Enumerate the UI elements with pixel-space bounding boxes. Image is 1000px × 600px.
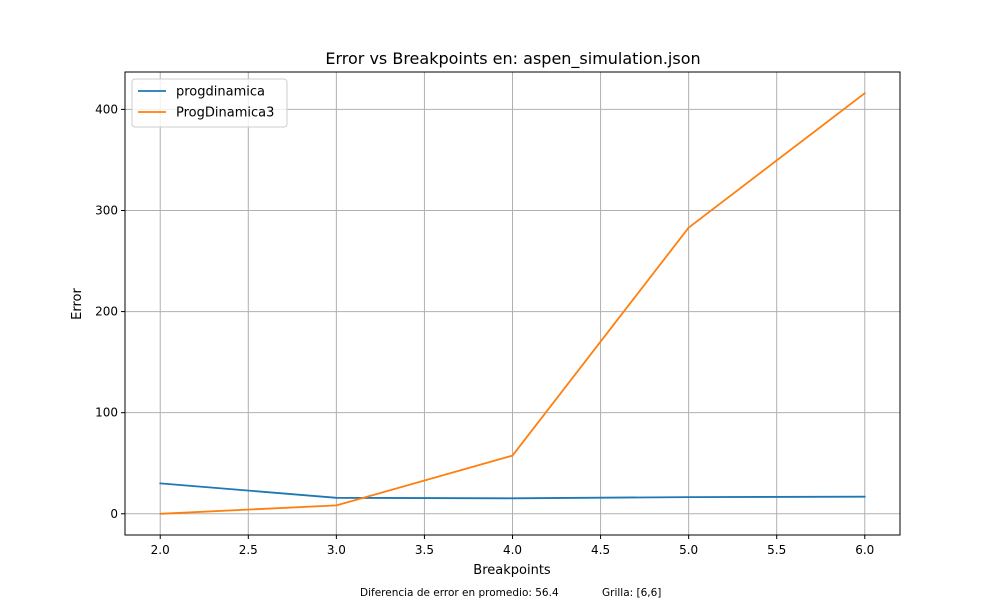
footer-average-difference: Diferencia de error en promedio: 56.4 — [360, 587, 559, 599]
legend: progdinamica ProgDinamica3 — [131, 78, 288, 128]
x-tick-label: 2.0 — [151, 543, 170, 557]
x-tick-label: 4.0 — [503, 543, 522, 557]
x-axis-label: Breakpoints — [473, 563, 551, 578]
x-tick-label: 2.5 — [239, 543, 258, 557]
y-tick-label: 400 — [95, 102, 118, 116]
x-tick-label: 6.0 — [855, 543, 874, 557]
chart-svg: Error vs Breakpoints en: aspen_simulatio… — [70, 49, 901, 578]
x-tick-label: 5.5 — [767, 543, 786, 557]
legend-box — [131, 78, 288, 128]
footer-grid-info: Grilla: [6,6] — [602, 587, 662, 599]
y-tick-label: 0 — [110, 507, 118, 521]
y-tick-label: 300 — [95, 203, 118, 217]
x-tick-label: 5.0 — [679, 543, 698, 557]
x-tick-label: 3.0 — [327, 543, 346, 557]
tick-layer: 2.0 2.5 3.0 3.5 4.0 4.5 5.0 5.5 6.0 0 100 200 300 400 — [95, 102, 874, 557]
x-tick-label: 3.5 — [415, 543, 434, 557]
series-layer — [159, 92, 866, 515]
legend-label: ProgDinamica3 — [176, 106, 274, 121]
y-axis-label: Error — [70, 288, 85, 320]
series-line-progdinamica3 — [159, 92, 866, 515]
chart-title: Error vs Breakpoints en: aspen_simulatio… — [325, 49, 700, 69]
footer: Diferencia de error en promedio: 56.4 Gr… — [0, 587, 1000, 600]
legend-label: progdinamica — [176, 85, 265, 100]
y-tick-label: 200 — [95, 305, 118, 319]
x-tick-label: 4.5 — [591, 543, 610, 557]
grid-layer — [125, 72, 900, 535]
y-tick-label: 100 — [95, 406, 118, 420]
series-line-progdinamica — [159, 482, 866, 500]
